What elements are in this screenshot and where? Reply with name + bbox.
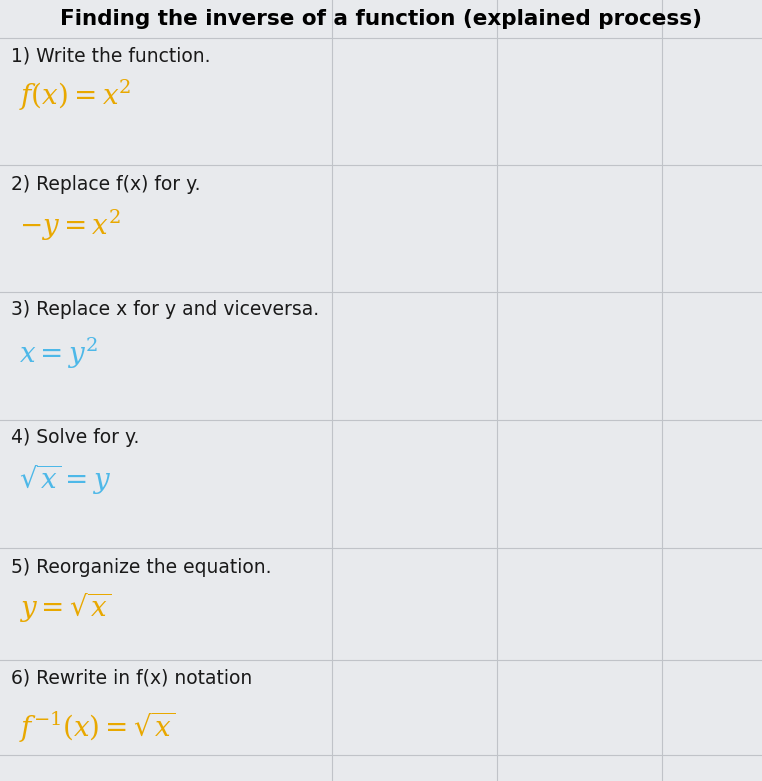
- Text: $\mathit{y} = \sqrt{\mathit{x}}$: $\mathit{y} = \sqrt{\mathit{x}}$: [19, 590, 112, 625]
- Text: 6) Rewrite in f(x) notation: 6) Rewrite in f(x) notation: [11, 668, 253, 687]
- Text: $\sqrt{\mathit{x}} = \mathit{y}$: $\sqrt{\mathit{x}} = \mathit{y}$: [19, 462, 111, 497]
- Text: 1) Write the function.: 1) Write the function.: [11, 47, 211, 66]
- Text: $\mathit{f}(\mathit{x}) = \mathit{x}^2$: $\mathit{f}(\mathit{x}) = \mathit{x}^2$: [19, 78, 132, 113]
- Text: 4) Solve for y.: 4) Solve for y.: [11, 428, 139, 447]
- Text: 2) Replace f(x) for y.: 2) Replace f(x) for y.: [11, 175, 201, 194]
- Text: Finding the inverse of a function (explained process): Finding the inverse of a function (expla…: [60, 9, 702, 29]
- Text: $-\mathit{y} = \mathit{x}^2$: $-\mathit{y} = \mathit{x}^2$: [19, 208, 121, 243]
- Text: $\mathit{f}^{-1}(\mathit{x}) = \sqrt{\mathit{x}}$: $\mathit{f}^{-1}(\mathit{x}) = \sqrt{\ma…: [19, 710, 176, 745]
- Text: $\mathit{x} = \mathit{y}^2$: $\mathit{x} = \mathit{y}^2$: [19, 336, 98, 371]
- Text: 3) Replace x for y and viceversa.: 3) Replace x for y and viceversa.: [11, 300, 319, 319]
- Text: 5) Reorganize the equation.: 5) Reorganize the equation.: [11, 558, 272, 577]
